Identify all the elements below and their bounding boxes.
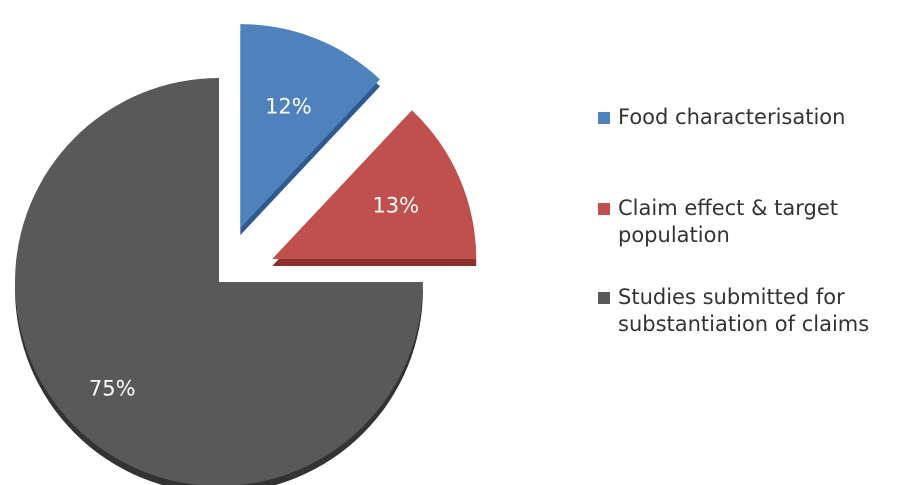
data-label-claim-effect: 13% xyxy=(372,193,419,217)
legend-item-claim-effect: Claim effect & target population xyxy=(596,195,896,249)
legend-label-food-characterisation: Food characterisation xyxy=(618,105,846,129)
legend-swatch-studies-submitted xyxy=(598,292,610,304)
pie-slice-studies-submitted xyxy=(15,78,423,485)
legend-label-studies-submitted: Studies submitted for substantiation of … xyxy=(618,285,870,336)
legend-swatch-claim-effect xyxy=(598,203,610,215)
data-label-food-characterisation: 12% xyxy=(265,95,312,119)
pie-slice-claim-effect xyxy=(272,110,477,259)
pie-chart: 12% 13% 75% xyxy=(15,24,477,485)
legend-item-studies-submitted: Studies submitted for substantiation of … xyxy=(596,284,896,338)
legend-label-claim-effect: Claim effect & target population xyxy=(618,196,838,247)
legend-swatch-food-characterisation xyxy=(598,112,610,124)
legend-item-food-characterisation: Food characterisation xyxy=(596,104,896,131)
data-label-studies-submitted: 75% xyxy=(89,377,136,401)
pie-slice-food-characterisation xyxy=(240,24,380,229)
legend: Food characterisation Claim effect & tar… xyxy=(596,104,896,338)
